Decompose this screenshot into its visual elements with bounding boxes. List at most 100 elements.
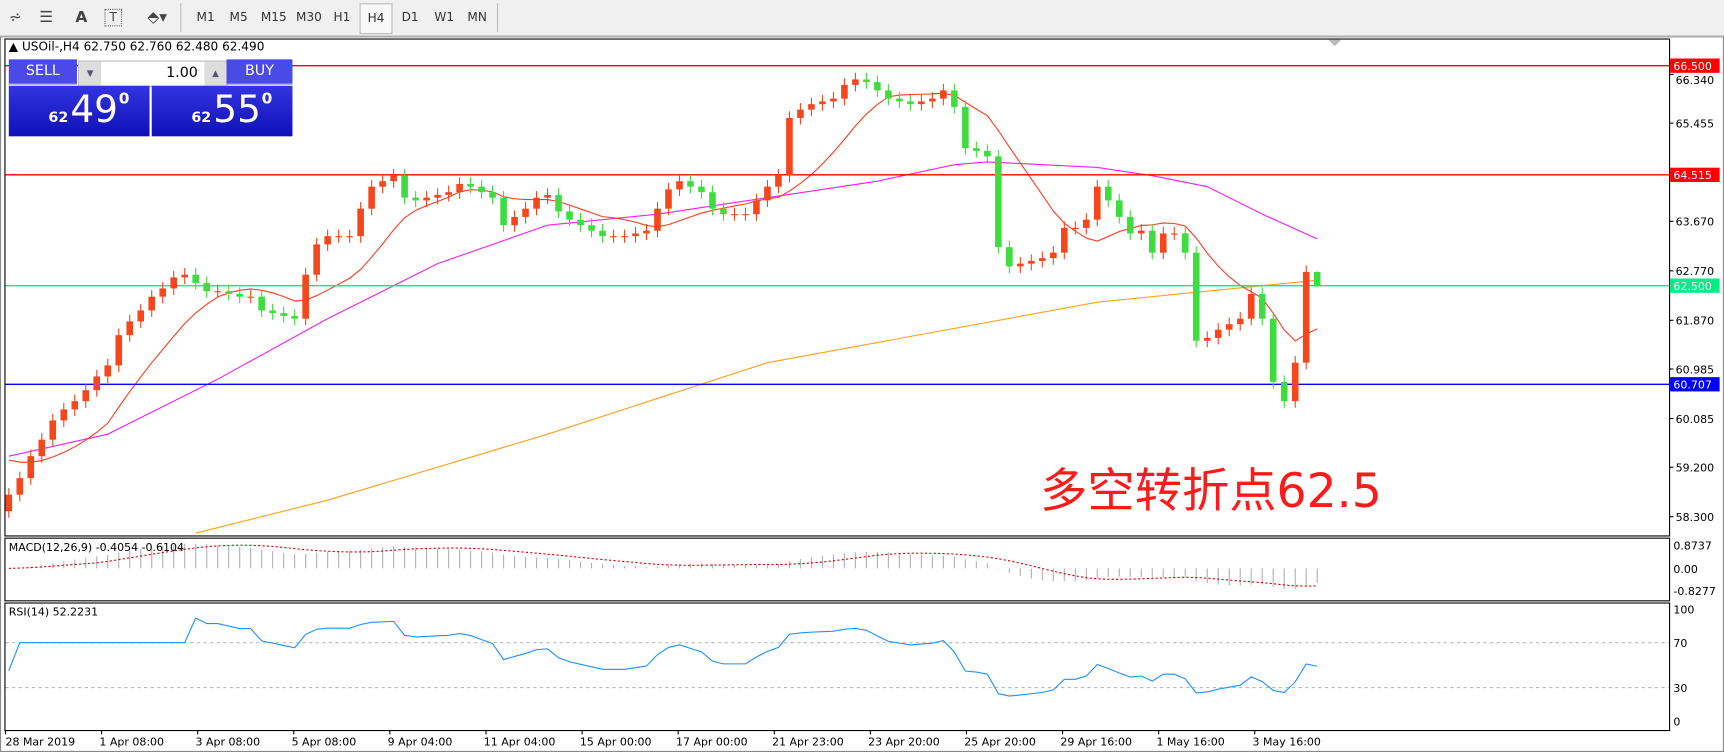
time-axis-label: 1 Apr 08:00 [99,735,164,748]
candle-body [1137,230,1145,234]
candle [126,314,134,342]
timeframe-m30-button[interactable]: M30 [296,9,322,25]
candle [412,191,419,208]
timeframe-h4-button[interactable]: H4 [359,3,393,35]
rsi-tick-label: 0 [1673,716,1680,729]
candle [335,229,342,243]
timeframe-m5-button[interactable]: M5 [229,9,248,25]
candle [742,207,749,221]
candle [929,92,936,109]
candle-body [951,90,958,107]
symbol-label: USOil-,H4 [21,39,80,54]
candle-body [599,230,606,237]
candle-body [533,197,540,209]
fibonacci-retracement-icon[interactable]: ☰ [39,8,54,27]
candle-body [357,208,364,237]
candle [225,284,232,301]
timeframe-mn-button[interactable]: MN [467,9,487,25]
collapse-triangle-icon[interactable]: ▲ [8,39,19,54]
level-price-label: 66.500 [1673,60,1711,73]
timeframe-m15-button[interactable]: M15 [260,9,287,25]
lot-increase-button[interactable]: ▲ [204,61,227,86]
candle [159,281,167,304]
candle [1017,257,1024,274]
ask-price-button[interactable]: 62 55 0 [151,85,293,137]
candle [269,303,276,320]
candle-body [643,230,650,234]
candle-body [1247,293,1255,319]
candle-body [280,313,287,316]
candle [148,290,156,318]
candle-body [863,79,870,83]
candle-body [1126,216,1134,234]
candle [1061,221,1068,260]
macd-label: MACD(12,26,9) -0.4054 -0.6104 [9,541,184,554]
candle-body [225,291,232,294]
candle [500,191,507,232]
candle [214,284,221,298]
candle [885,83,892,106]
shift-marker-icon [1328,39,1342,47]
arrows-icon[interactable]: ⬘▾ [147,8,168,27]
lot-size-field[interactable]: ▼ 1.00 ▲ [78,60,228,87]
candle-body [522,208,529,217]
lot-value[interactable]: 1.00 [166,64,198,82]
candle-body [1291,362,1299,402]
candle [478,180,485,199]
lot-decrease-button[interactable]: ▼ [79,61,102,86]
candle [1039,251,1046,268]
candle-body [874,82,881,91]
timeframe-w1-button[interactable]: W1 [434,9,455,25]
buy-button[interactable]: BUY [226,59,293,85]
candle-body [434,194,441,198]
candle [555,188,562,219]
candle-body [445,192,452,195]
timeframe-h1-button[interactable]: H1 [333,9,351,25]
candle-body [940,90,947,99]
candle-body [456,183,463,193]
main-pane-frame [4,38,1671,537]
candle [819,94,826,111]
candle [82,383,90,408]
candle-body [5,494,13,512]
candle-body [489,192,496,198]
candle [599,224,606,243]
timeframe-d1-button[interactable]: D1 [401,9,419,25]
time-axis-label: 23 Apr 20:00 [868,735,940,748]
candle [863,72,870,89]
candle-body [203,282,211,292]
candle [588,218,595,238]
text-icon[interactable]: A [75,8,88,27]
candle-body [1159,233,1167,253]
text-label-icon[interactable]: T [104,8,123,27]
candle [467,177,474,194]
candle-body [984,150,991,157]
macd-tick-label: 0.00 [1673,563,1697,576]
candle-body [896,98,903,102]
candle-body [38,439,46,457]
timeframe-m1-button[interactable]: M1 [196,9,215,25]
candle [1225,317,1233,337]
candle-body [500,197,507,226]
time-axis-label: 28 Mar 2019 [5,735,75,748]
candle-body [148,296,156,311]
candle [379,174,386,194]
candle-body [49,420,57,440]
candle [522,202,529,224]
fibonacci-fan-icon[interactable]: ⩫ [8,8,22,27]
price-tick-label: 59.200 [1676,462,1714,475]
candle [1115,193,1123,224]
candle-body [511,216,518,226]
candle [632,226,639,243]
level-price-label: 64.515 [1673,169,1711,182]
sell-button[interactable]: SELL [8,59,77,85]
price-tick-label: 66.340 [1676,74,1714,87]
candle [1181,226,1189,260]
candle [258,290,265,318]
candle-body [423,197,430,201]
candle [1083,213,1090,235]
candle [280,306,287,323]
bid-price-button[interactable]: 62 49 0 [8,85,150,137]
level-price-tag [1670,377,1720,392]
